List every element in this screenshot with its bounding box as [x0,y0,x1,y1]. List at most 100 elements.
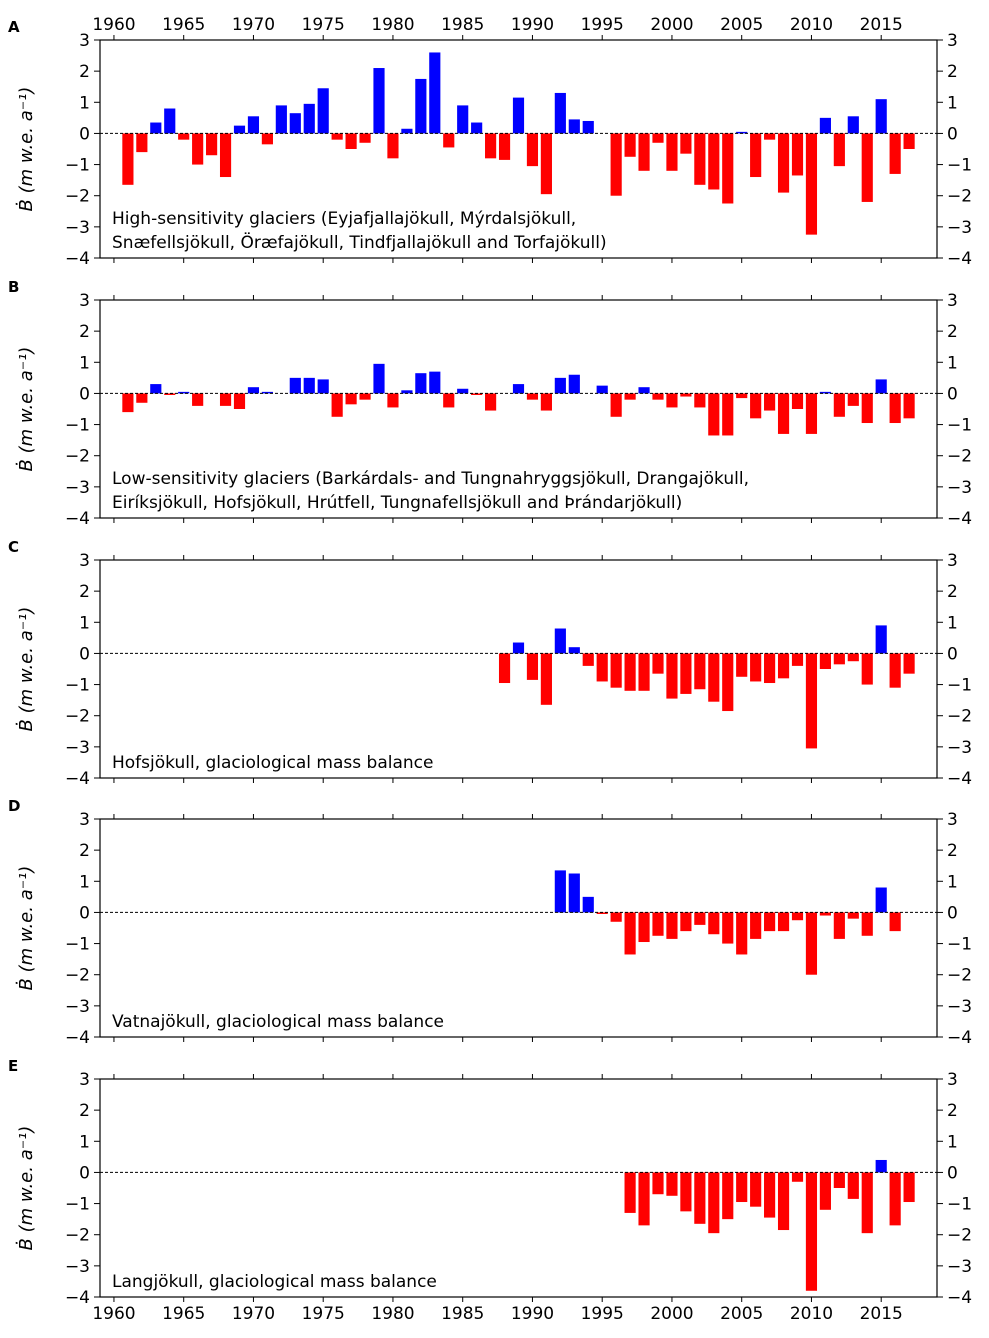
panel-a-bar [680,133,692,154]
panel-d-ytick-label-right: 3 [947,810,958,830]
panel-c-ytick-label-right: 0 [947,644,958,664]
panel-d-bar [805,912,818,975]
panel-e-bar [680,1172,692,1212]
panel-e-description: Langjökull, glaciological mass balance [112,1272,437,1292]
panel-e-ytick-label-left: −2 [65,1226,90,1246]
panel-c-ytick-label-left: −1 [65,676,90,696]
panel-b-bar [261,391,273,394]
panel-b-letter: B [8,278,19,296]
panel-d-bar [861,912,873,936]
panel-a-bar [443,133,455,148]
panel-a-bar [485,133,497,159]
panel-c-bar [596,653,608,682]
panel-a-bar [582,120,594,134]
panel-e-xtick-label-bottom: 2015 [860,1304,903,1324]
panel-a-bar [164,108,176,134]
panel-b-bar [387,393,399,408]
panel-d-ytick-label-right: −1 [947,935,972,955]
panel-b-bar [819,391,831,394]
panel-a-bar [233,125,246,134]
panel-b-bar [289,377,301,394]
panel-a-bar [219,133,232,178]
panel-b-bar [708,393,720,436]
panel-d-ytick-label-right: −2 [947,966,972,986]
panel-b-ytick-label-left: 0 [79,384,90,404]
panel-b-frame [99,299,938,519]
panel-b-bar [652,393,664,400]
panel-a-bar [247,116,260,134]
panel-a-xtick-label-top: 2015 [860,15,903,35]
panel-e-bar [847,1172,859,1199]
panel-a-xtick-label-top: 1975 [302,15,345,35]
panel-a-bar [694,133,706,185]
panel-b-ylabel: Ḃ (m w.e. a⁻¹) [16,347,37,472]
panel-b-bar [331,393,343,417]
panel-c-bar [736,653,748,677]
panel-a-ytick-label-right: 1 [947,93,958,113]
panel-a-ytick-label-right: 2 [947,62,958,82]
panel-c-bar [903,653,915,674]
panel-c-ytick-label-right: −3 [947,738,972,758]
panel-a-bar [875,99,887,134]
panel-c-ytick-label-left: 2 [79,582,90,602]
panel-c-ylabel: Ḃ (m w.e. a⁻¹) [16,607,37,732]
panel-a-bar [317,88,329,134]
panel-b-bar [791,393,804,409]
panel-b-bar [136,393,148,403]
panel-a-bar [708,133,720,190]
panel-b-ytick-label-right: −2 [947,447,972,467]
panel-a-ytick-label-left: 0 [79,124,90,144]
panel-c-letter: C [8,538,19,556]
panel-a-ytick-label-left: −1 [65,156,90,176]
panel-b-bar [122,393,134,413]
panel-b-ytick-label-left: −1 [65,416,90,436]
panel-b-bar [666,393,678,408]
panel-e-ytick-label-left: −1 [65,1195,90,1215]
panel-e-bar [652,1172,664,1195]
panel-a-ylabel: Ḃ (m w.e. a⁻¹) [16,87,37,212]
panel-d-bar [694,912,706,925]
panel-e-bar [833,1172,845,1188]
panel-e-xtick-label-bottom: 2005 [720,1304,763,1324]
panel-a-bar [791,133,804,176]
panel-a-bar [777,133,790,193]
panel-a-bar [303,103,315,134]
panel-c-ytick-label-right: −2 [947,707,972,727]
panel-b-ytick-label-right: 1 [947,353,958,373]
panel-c-bar [666,653,678,699]
panel-a-bar [457,105,469,134]
panel-b-bar [219,393,232,406]
panel-a-letter: A [8,18,20,36]
panel-d-bar [610,912,622,922]
panel-a-ytick-label-left: 1 [79,93,90,113]
panel-b-ytick-label-left: −2 [65,447,90,467]
panel-a-ytick-label-right: −2 [947,187,972,207]
panel-a-xtick-label-top: 2005 [720,15,763,35]
panel-c-ytick-label-left: −4 [65,769,90,789]
panel-b-bar [373,363,385,394]
panel-c-bar [624,653,636,691]
panel-e-ylabel: Ḃ (m w.e. a⁻¹) [16,1126,37,1251]
panel-c-bar [777,653,790,679]
panel-a-xtick-label-top: 1980 [371,15,414,35]
panel-b-bar [568,374,580,394]
panel-d-ytick-label-left: 1 [79,872,90,892]
panel-b-bar [443,393,455,408]
panel-e-bar [875,1159,887,1173]
panel-a-bar [722,133,734,204]
panel-a-bar [638,133,650,171]
panel-b-bar [610,393,622,417]
panel-e-xtick-label-bottom: 2000 [650,1304,693,1324]
panel-b-bar [889,393,901,424]
panel-c-ytick-label-right: 3 [947,551,958,571]
panel-b-ytick-label-left: −3 [65,478,90,498]
panel-c-bar [805,653,818,749]
panel-b-bar [359,393,371,400]
panel-b-bar [247,387,260,394]
panel-a-bar [750,133,762,178]
panel-b-bar [777,393,790,434]
panel-b-bar [554,377,566,394]
panel-a-bar [847,116,859,134]
panel-e-bar [638,1172,650,1226]
